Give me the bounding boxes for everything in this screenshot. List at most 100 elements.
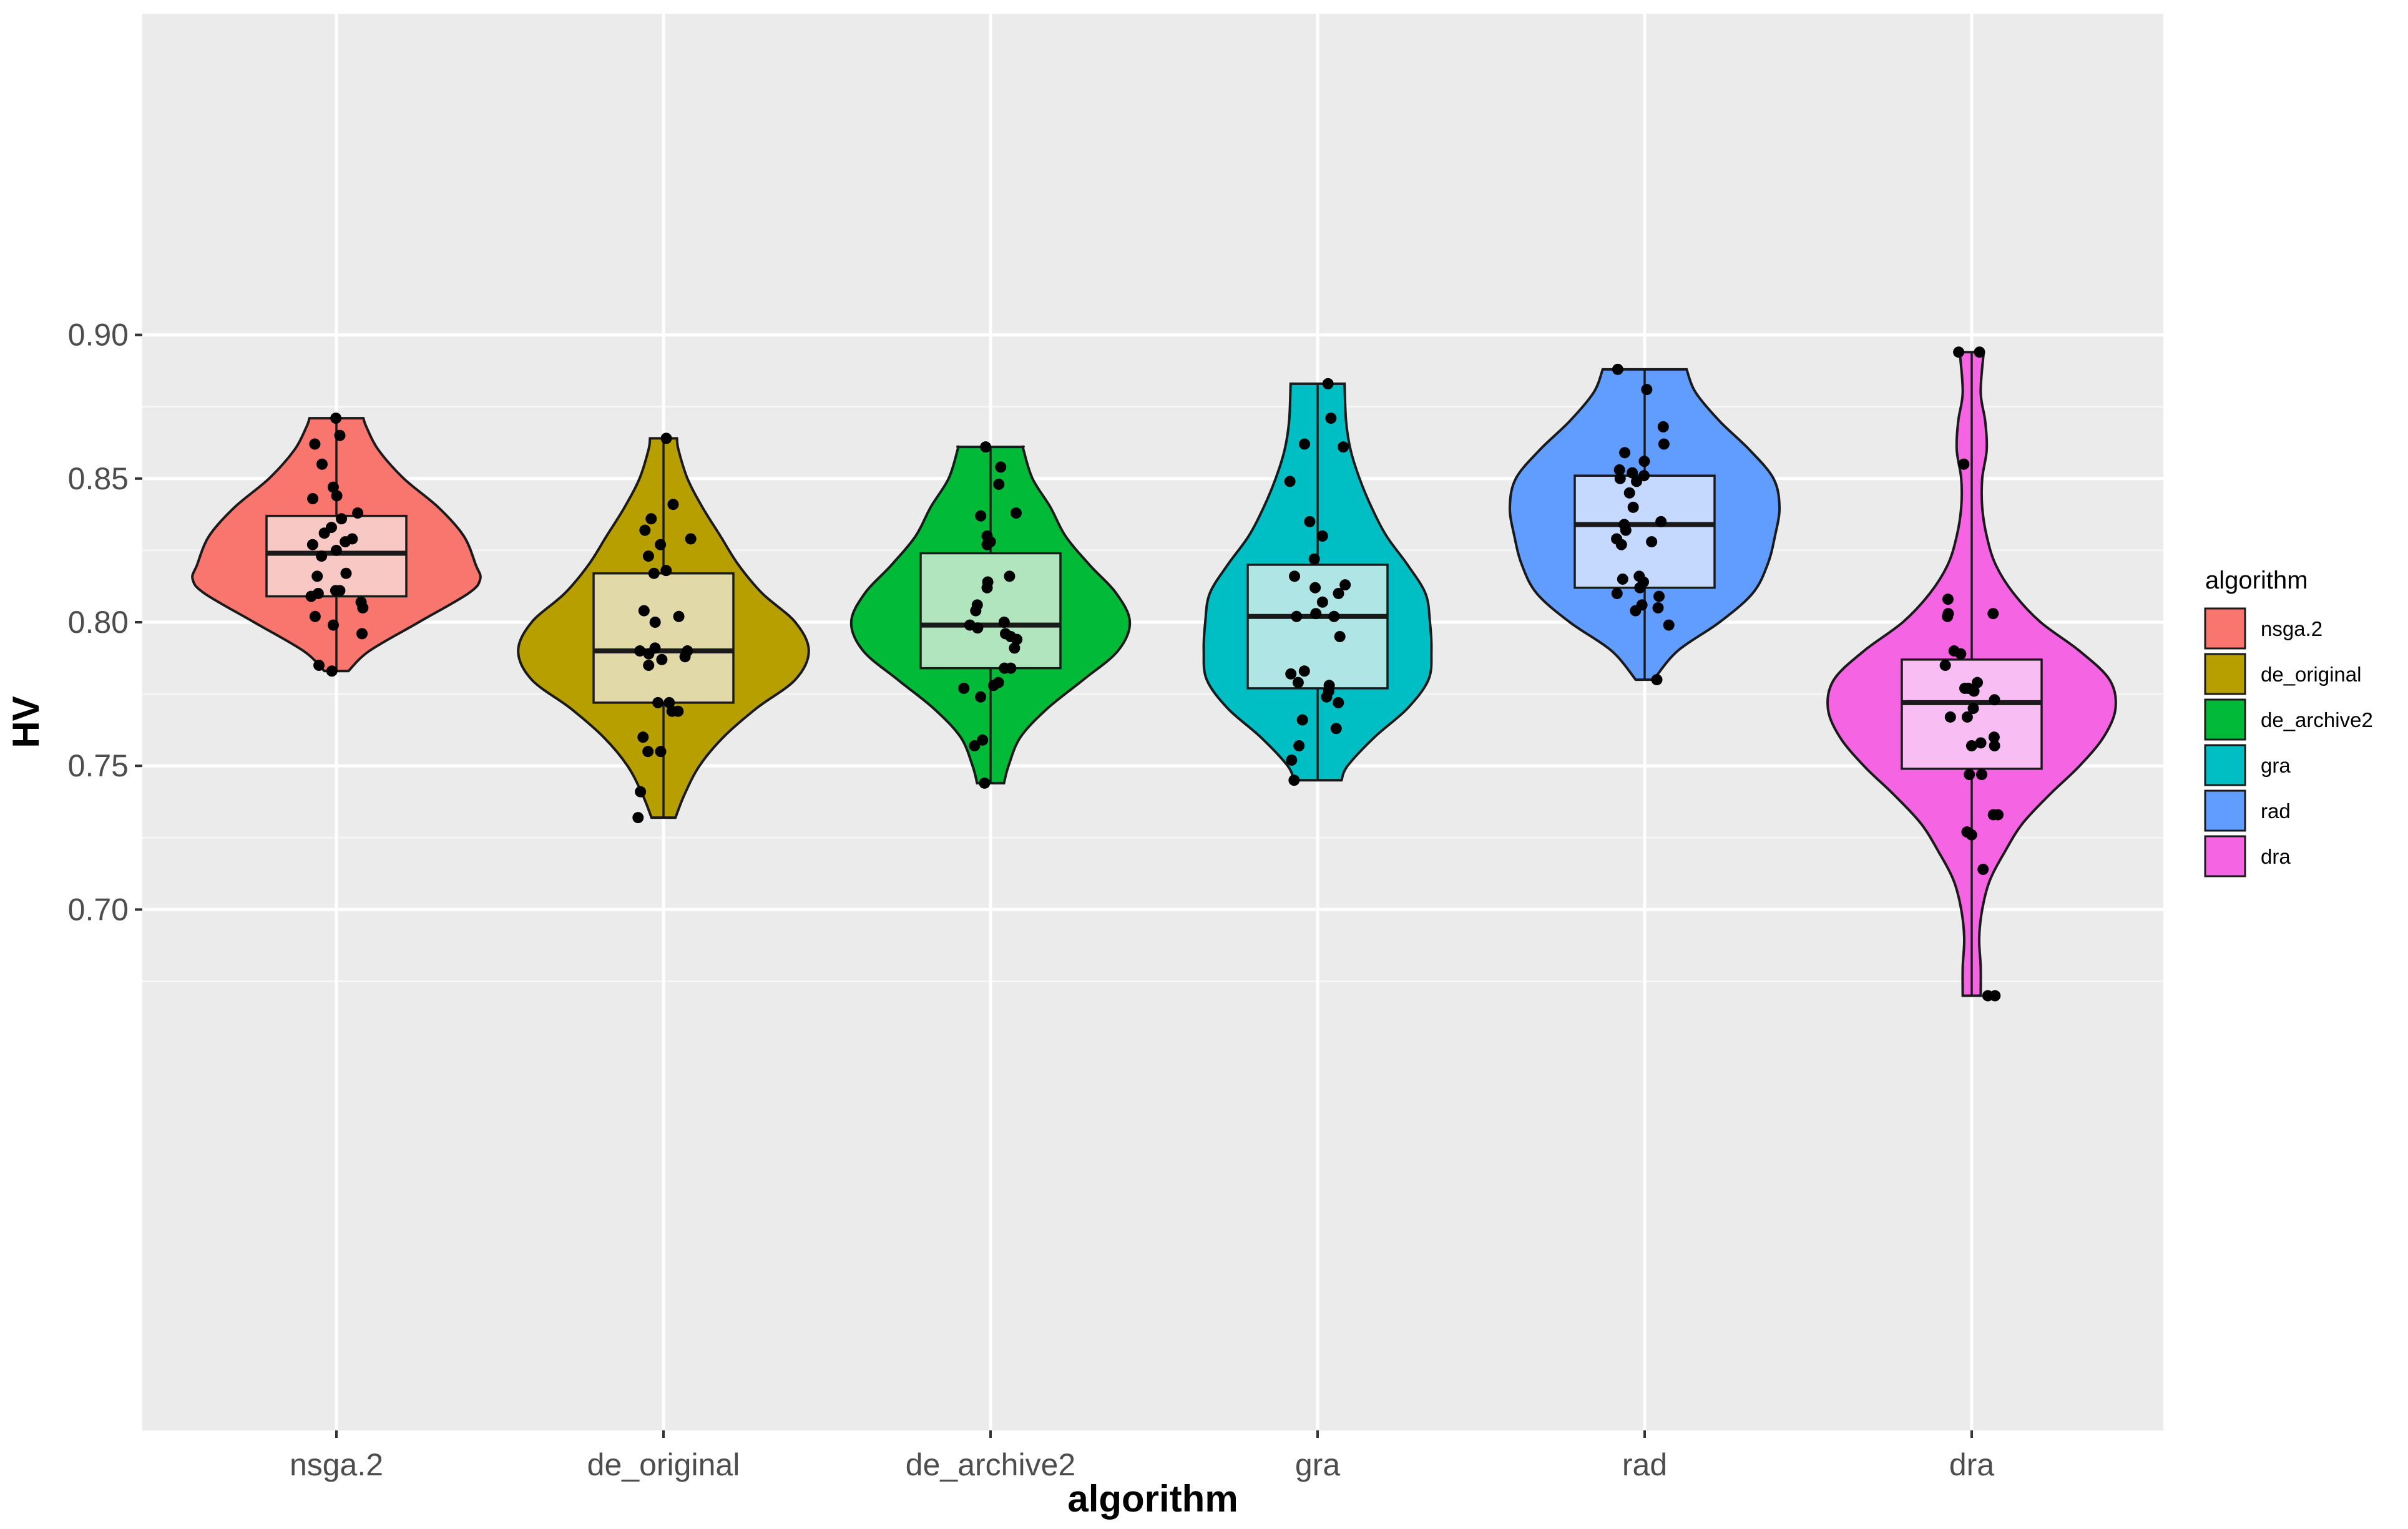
data-point: [993, 479, 1005, 491]
data-point: [1330, 723, 1342, 735]
data-point: [1964, 769, 1975, 781]
data-point: [660, 565, 672, 577]
data-point: [1646, 536, 1658, 548]
data-point: [1288, 774, 1300, 786]
legend-label: dra: [2261, 845, 2291, 868]
data-point: [970, 605, 982, 617]
y-tick-label: 0.90: [68, 318, 129, 353]
data-point: [1292, 677, 1304, 688]
data-point: [1620, 524, 1632, 536]
data-point: [1011, 633, 1023, 645]
data-point: [663, 696, 675, 708]
y-axis-title: HV: [5, 696, 47, 748]
data-point: [1298, 665, 1310, 677]
data-point: [998, 617, 1010, 628]
data-point: [356, 628, 368, 640]
data-point: [1631, 476, 1643, 487]
data-point: [980, 441, 992, 453]
legend-key-de_archive2: [2204, 698, 2246, 741]
data-point: [652, 696, 664, 708]
data-point: [642, 746, 654, 758]
data-point: [1293, 740, 1305, 751]
y-tick-label: 0.85: [68, 461, 129, 496]
box-rad: [1574, 474, 1716, 589]
data-point: [1316, 530, 1328, 542]
data-point: [1614, 472, 1626, 484]
data-point: [1944, 711, 1956, 723]
legend-label: nsga.2: [2261, 617, 2322, 640]
legend-label: de_original: [2261, 663, 2361, 686]
data-point: [643, 648, 655, 660]
data-point: [334, 429, 346, 441]
data-point: [1630, 605, 1642, 617]
data-point: [645, 513, 657, 525]
data-point: [635, 786, 647, 798]
data-point: [685, 533, 697, 545]
data-point: [638, 605, 650, 617]
data-point: [1316, 596, 1328, 608]
x-tick-label: de_archive2: [906, 1447, 1075, 1482]
data-point: [1004, 570, 1016, 582]
data-point: [336, 513, 348, 525]
data-point: [981, 582, 993, 594]
data-point: [981, 539, 993, 550]
data-point: [1338, 441, 1349, 453]
data-point: [1653, 590, 1665, 602]
data-point: [1977, 863, 1989, 875]
legend-key-gra: [2204, 744, 2246, 786]
data-point: [958, 682, 970, 694]
legend-label: rad: [2261, 799, 2291, 823]
data-point: [1942, 594, 1954, 605]
data-point: [1615, 539, 1627, 550]
data-point: [1959, 682, 1970, 694]
data-point: [1613, 464, 1625, 476]
data-point: [1299, 438, 1311, 450]
data-point: [307, 493, 319, 505]
data-point: [1308, 553, 1320, 565]
data-point: [1286, 754, 1298, 766]
data-point: [634, 645, 646, 657]
data-point: [1627, 467, 1638, 479]
data-point: [1291, 610, 1303, 622]
legend: algorithm nsga.2 de_original de_archive2gr…: [2204, 567, 2373, 877]
legend-key-rad: [2204, 789, 2246, 832]
data-point: [316, 458, 328, 470]
data-point: [1953, 346, 1965, 358]
data-point: [1655, 515, 1667, 527]
data-point: [1989, 740, 2000, 751]
data-point: [1939, 660, 1951, 672]
data-point: [1975, 737, 1987, 749]
data-point: [311, 570, 323, 582]
data-point: [316, 550, 328, 562]
data-point: [330, 413, 342, 424]
data-point: [1322, 378, 1334, 389]
data-point: [309, 438, 321, 450]
data-point: [327, 619, 339, 631]
data-point: [673, 610, 685, 622]
data-point: [639, 524, 651, 536]
data-point: [632, 812, 644, 824]
data-point: [1641, 384, 1653, 396]
data-point: [656, 653, 668, 665]
x-axis-title: algorithm: [1067, 1478, 1238, 1520]
data-point: [1634, 582, 1646, 594]
data-point: [1627, 501, 1639, 513]
plot-panel: [142, 14, 2163, 1430]
data-point: [1965, 829, 1977, 841]
data-point: [1942, 610, 1954, 622]
data-point: [318, 527, 330, 539]
data-point: [1009, 642, 1020, 654]
data-point: [1989, 990, 2001, 1002]
data-point: [1296, 714, 1308, 726]
legend-title: algorithm: [2205, 567, 2308, 594]
data-point: [1612, 363, 1623, 375]
data-point: [1638, 456, 1650, 467]
data-point: [969, 740, 981, 751]
data-point: [667, 499, 679, 510]
data-point: [340, 567, 352, 579]
data-point: [1658, 438, 1670, 450]
data-point: [1310, 608, 1322, 620]
